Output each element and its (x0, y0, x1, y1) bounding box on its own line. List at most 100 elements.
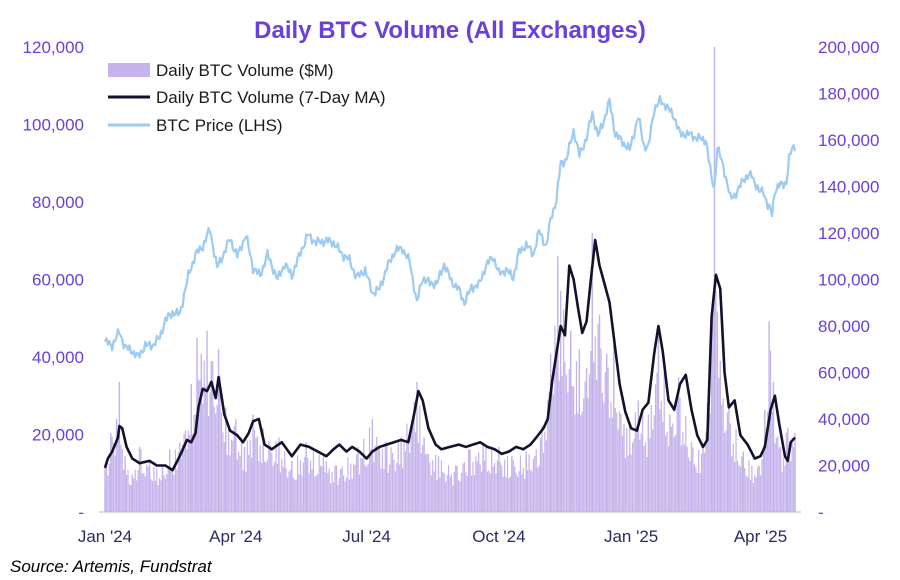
volume-bar (532, 459, 534, 512)
volume-bar (631, 442, 634, 512)
volume-bar (212, 361, 214, 512)
volume-bar (577, 413, 579, 512)
volume-bar (583, 398, 585, 512)
volume-bar (436, 480, 438, 512)
volume-bar (249, 440, 251, 512)
volume-bar-peak (386, 442, 388, 512)
volume-bar (328, 468, 330, 512)
volume-bar-peak (206, 330, 208, 512)
volume-bar (755, 477, 757, 512)
volume-bar (150, 479, 152, 512)
volume-bar (397, 441, 399, 512)
volume-bar (489, 473, 491, 512)
volume-bar-peak (570, 330, 572, 512)
volume-bar (308, 473, 310, 512)
volume-bar-peak (498, 446, 500, 512)
volume-bar-peak (764, 409, 766, 512)
volume-bar (791, 438, 793, 512)
volume-bar (253, 429, 256, 512)
volume-bar (170, 469, 172, 512)
volume-bar (495, 473, 497, 512)
price-line-group (103, 94, 797, 359)
volume-bar (354, 465, 356, 512)
volume-bar (524, 478, 526, 512)
volume-bar (551, 388, 553, 512)
right-axis-tick: 20,000 (818, 457, 870, 476)
volume-bar (683, 444, 685, 512)
volume-bar (255, 438, 257, 512)
volume-bar (205, 386, 207, 512)
volume-bar (514, 466, 516, 512)
volume-bar (105, 462, 108, 512)
volume-bar (445, 482, 447, 512)
volume-bar (614, 408, 616, 512)
volume-bar (222, 432, 224, 512)
volume-bar (521, 474, 523, 512)
volume-bar (288, 471, 290, 512)
volume-bar-peak (252, 414, 254, 512)
volume-bar (413, 401, 415, 512)
volume-bar (470, 475, 473, 512)
volume-bar-peak (657, 330, 660, 512)
volume-bar (348, 479, 350, 512)
volume-bar (429, 462, 431, 512)
volume-bar (394, 471, 396, 512)
volume-bar (420, 452, 422, 512)
volume-bar (594, 336, 596, 512)
volume-bar-peak (637, 400, 640, 512)
volume-bar (466, 475, 468, 512)
volume-bar (186, 448, 188, 512)
volume-bar (491, 445, 493, 512)
volume-bar-peak (124, 456, 126, 512)
volume-bar (534, 455, 536, 512)
volume-bar-peak (148, 460, 151, 512)
volume-bar (663, 372, 665, 512)
volume-bar (769, 350, 772, 512)
x-axis-tick: Jan '24 (78, 527, 132, 546)
x-axis-tick: Apr '25 (734, 527, 787, 546)
volume-bar (555, 353, 557, 512)
volume-bar (229, 455, 231, 512)
volume-bar (771, 412, 773, 512)
volume-bar (360, 457, 362, 512)
volume-bar (246, 440, 248, 512)
volume-bar (412, 419, 414, 512)
volume-bar (587, 398, 589, 512)
source-note: Source: Artemis, Fundstrat (10, 557, 213, 576)
volume-bar-peak (400, 437, 402, 512)
volume-bar (294, 479, 296, 512)
volume-bar (542, 452, 545, 512)
volume-bar (630, 454, 632, 512)
volume-bar-peak (559, 291, 562, 513)
legend-label: Daily BTC Volume ($M) (156, 61, 334, 80)
volume-bar-peak (179, 442, 181, 512)
volume-bar (541, 425, 543, 512)
volume-bar (239, 455, 241, 512)
volume-bar (459, 481, 461, 512)
volume-bar (492, 466, 494, 512)
volume-bar (741, 456, 743, 512)
volume-bar (114, 455, 116, 512)
volume-bar (223, 441, 225, 512)
volume-bar (137, 470, 139, 512)
volume-bar (767, 411, 769, 512)
volume-bar (604, 372, 606, 512)
volume-bar-peak (357, 446, 359, 512)
volume-bar (439, 477, 441, 512)
volume-bar (275, 440, 277, 512)
volume-bar (496, 460, 499, 512)
volume-bar (176, 469, 178, 512)
volume-bar (522, 467, 524, 512)
volume-bar (516, 476, 519, 512)
volume-bar (754, 474, 756, 512)
volume-bar (636, 426, 638, 512)
axes-group: - 20,000 40,000 60,000 80,000 100,000 120,000 -… (23, 38, 880, 546)
volume-bar (746, 476, 749, 512)
volume-bar (117, 434, 119, 512)
volume-bar (476, 461, 478, 512)
volume-bar (562, 309, 565, 512)
volume-bar (531, 471, 533, 512)
volume-bar-peak (168, 449, 171, 512)
volume-bar (389, 464, 391, 512)
volume-bar-peak (243, 446, 246, 512)
